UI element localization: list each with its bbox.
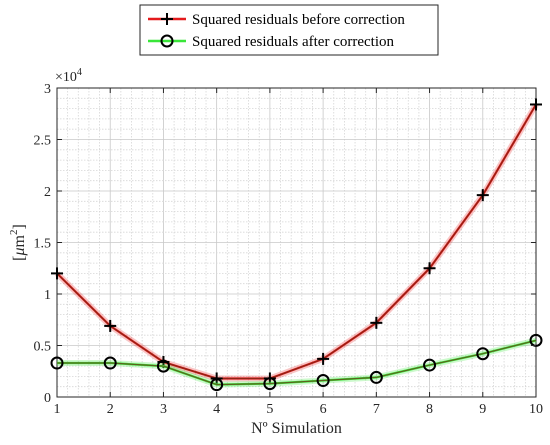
x-tick-label: 5 [266, 402, 273, 417]
legend-entry-1: Squared residuals before correction [148, 12, 405, 28]
y-tick-label: 0 [44, 391, 51, 406]
data-point-plus [423, 262, 436, 275]
ticks: 1 2 3 4 5 6 7 8 9 10 0 0.5 1 1.5 2 2.5 3 [34, 82, 544, 417]
series-line-core-2 [57, 339, 537, 386]
x-tick-label: 10 [529, 402, 543, 417]
series-halo-2 [57, 337, 537, 388]
data-point-circle [156, 359, 170, 373]
legend-entry-2: Squared residuals after correction [148, 34, 394, 50]
series-line-core-1 [56, 104, 537, 380]
data-point-circle [263, 377, 277, 391]
data-point-plus [317, 352, 330, 365]
y-tick-label: 1.5 [34, 237, 52, 252]
series-layer [50, 98, 543, 392]
grid [57, 88, 536, 397]
data-point-circle [210, 378, 224, 392]
legend-circle-marker [160, 34, 174, 48]
x-tick-label: 7 [373, 402, 380, 417]
data-point-circle [316, 374, 330, 388]
legend: Squared residuals before correction Squar… [139, 4, 439, 56]
x-tick-label: 9 [479, 402, 486, 417]
y-tick-label: 3 [44, 82, 51, 97]
data-point-plus [104, 319, 117, 332]
data-point-plus [51, 267, 63, 280]
data-point-plus [530, 98, 542, 111]
y-tick-label: 0.5 [34, 340, 52, 355]
legend-box [139, 4, 439, 56]
x-tick-label: 6 [320, 402, 327, 417]
data-point-plus [370, 316, 383, 329]
x-tick-label: 2 [107, 402, 114, 417]
x-tick-label: 1 [54, 402, 61, 417]
x-tick-label: 3 [160, 402, 167, 417]
data-point-circle [369, 370, 383, 384]
x-tick-label: 4 [213, 402, 220, 417]
series-line-1 [56, 103, 537, 380]
x-tick-label: 8 [426, 402, 433, 417]
legend-label: Squared residuals after correction [192, 34, 394, 50]
y-tick-label: 2.5 [34, 134, 52, 149]
y-axis-label: [μm2] [8, 224, 28, 261]
y-tick-label: 1 [44, 288, 51, 303]
data-point-plus [476, 189, 489, 202]
data-point-circle [476, 347, 490, 361]
data-point-circle [423, 358, 437, 372]
y-axis-multiplier: ×104 [55, 67, 82, 85]
data-point-circle [103, 356, 117, 370]
legend-label: Squared residuals before correction [192, 12, 405, 28]
y-tick-label: 2 [44, 185, 51, 200]
data-point-circle [50, 356, 64, 370]
x-axis-label: Nº Simulation [251, 420, 342, 437]
